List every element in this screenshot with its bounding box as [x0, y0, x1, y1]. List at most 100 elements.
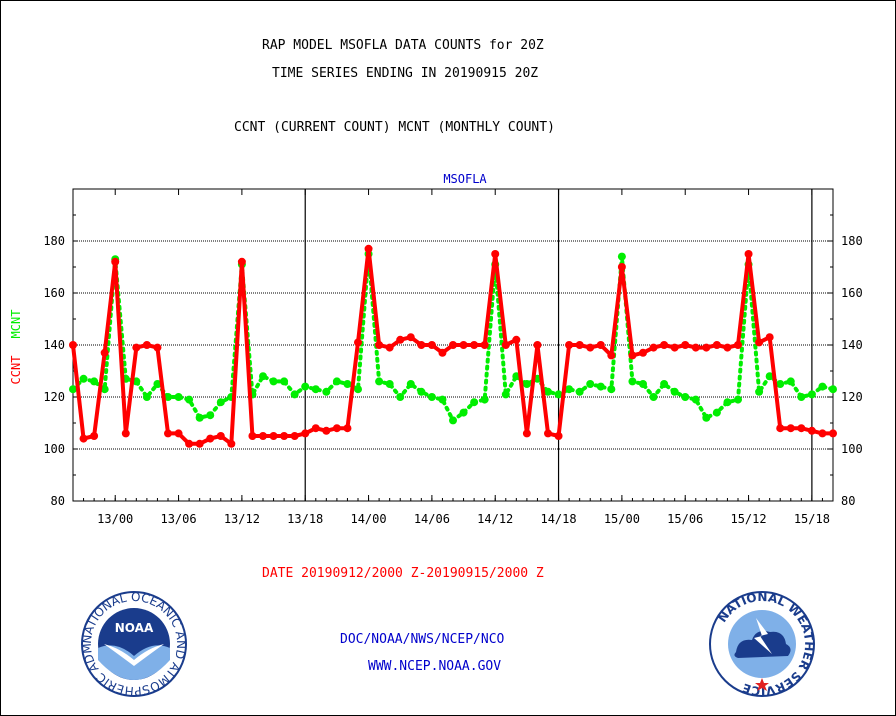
data-point-ccnt	[670, 343, 679, 352]
data-point-mcnt	[375, 377, 384, 386]
x-tick-label: 13/06	[160, 512, 196, 526]
data-point-mcnt	[406, 380, 415, 388]
data-point-mcnt	[649, 393, 658, 401]
data-point-ccnt	[248, 432, 257, 440]
data-point-mcnt	[586, 380, 595, 388]
data-point-ccnt	[364, 244, 373, 253]
data-point-mcnt	[290, 390, 299, 399]
data-point-ccnt	[396, 335, 405, 344]
data-point-ccnt	[734, 341, 742, 349]
y-tick-label-right: 160	[841, 286, 863, 300]
data-point-mcnt	[142, 393, 151, 401]
data-point-mcnt	[322, 387, 331, 396]
data-point-mcnt	[480, 395, 489, 404]
data-point-mcnt	[660, 380, 669, 388]
data-point-mcnt	[385, 380, 394, 388]
data-point-ccnt	[311, 424, 320, 433]
x-tick-label: 15/06	[667, 512, 703, 526]
data-point-ccnt	[512, 335, 521, 344]
date-range-label: DATE 20190912/2000 Z-20190915/2000 Z	[262, 566, 544, 581]
ylabel-mcnt: MCNT	[9, 310, 23, 339]
data-point-ccnt	[121, 429, 130, 438]
url-label: WWW.NCEP.NOAA.GOV	[368, 659, 502, 674]
data-point-ccnt	[438, 348, 447, 357]
data-point-ccnt	[79, 434, 88, 443]
data-point-ccnt	[628, 351, 637, 360]
x-tick-label: 13/00	[97, 512, 133, 526]
data-point-ccnt	[818, 429, 827, 438]
data-point-ccnt	[480, 341, 489, 349]
y-tick-label-left: 140	[43, 338, 65, 352]
data-point-mcnt	[829, 385, 837, 394]
data-point-ccnt	[322, 426, 331, 435]
data-point-ccnt	[586, 343, 595, 352]
data-point-ccnt	[522, 429, 531, 438]
data-point-ccnt	[544, 429, 552, 438]
data-point-mcnt	[681, 393, 690, 401]
data-point-mcnt	[670, 387, 679, 396]
data-point-ccnt	[596, 341, 605, 349]
nws-logo: NATIONAL WEATHER SERVICE	[709, 590, 816, 698]
data-point-mcnt	[185, 395, 194, 404]
data-point-ccnt	[269, 432, 278, 440]
data-point-mcnt	[90, 377, 99, 386]
data-point-ccnt	[639, 348, 647, 357]
data-point-ccnt	[797, 424, 806, 433]
y-tick-label-left: 120	[43, 390, 65, 404]
data-point-mcnt	[723, 398, 732, 407]
data-point-mcnt	[164, 393, 172, 401]
data-point-mcnt	[259, 372, 267, 381]
data-point-ccnt	[501, 341, 510, 349]
data-point-mcnt	[343, 380, 352, 388]
data-point-ccnt	[280, 432, 289, 440]
org-label: DOC/NOAA/NWS/NCEP/NCO	[340, 632, 505, 647]
data-point-mcnt	[79, 374, 88, 383]
data-point-ccnt	[111, 257, 120, 266]
data-point-ccnt	[385, 343, 394, 352]
data-point-ccnt	[649, 343, 658, 352]
chart-title-line2: TIME SERIES ENDING IN 20190915 20Z	[272, 66, 539, 81]
data-point-mcnt	[702, 413, 711, 422]
data-point-ccnt	[237, 257, 246, 266]
x-tick-label: 15/12	[730, 512, 766, 526]
data-point-mcnt	[522, 380, 531, 388]
data-point-mcnt	[596, 382, 605, 391]
data-point-mcnt	[100, 385, 109, 394]
data-point-mcnt	[607, 385, 616, 394]
data-point-ccnt	[100, 348, 109, 357]
data-point-ccnt	[406, 333, 415, 342]
data-point-mcnt	[427, 393, 436, 401]
data-point-mcnt	[69, 385, 77, 394]
data-point-ccnt	[660, 341, 669, 349]
x-tick-label: 14/18	[540, 512, 576, 526]
data-point-mcnt	[575, 387, 584, 396]
data-point-mcnt	[417, 387, 426, 396]
data-point-mcnt	[470, 398, 479, 407]
data-point-mcnt	[311, 385, 320, 394]
x-tick-label: 15/00	[604, 512, 640, 526]
data-point-ccnt	[427, 341, 436, 349]
data-point-ccnt	[375, 341, 384, 349]
data-point-mcnt	[396, 393, 405, 401]
data-point-mcnt	[807, 390, 816, 399]
data-point-mcnt	[501, 390, 510, 399]
data-point-ccnt	[829, 429, 837, 438]
ylabel-ccnt: CCNT	[9, 356, 23, 385]
data-point-mcnt	[797, 393, 806, 401]
data-point-mcnt	[280, 377, 289, 386]
data-point-ccnt	[786, 424, 795, 433]
data-point-mcnt	[554, 390, 563, 399]
y-tick-label-right: 80	[841, 494, 855, 508]
x-tick-label: 14/00	[350, 512, 386, 526]
data-point-mcnt	[269, 377, 278, 386]
noaa-logo: NATIONAL OCEANIC AND ATMOSPHERIC ADMINIS…	[80, 590, 188, 698]
data-point-ccnt	[153, 343, 162, 352]
data-point-mcnt	[459, 408, 468, 417]
data-point-ccnt	[142, 341, 151, 349]
data-point-ccnt	[259, 432, 267, 440]
data-point-ccnt	[90, 432, 99, 440]
x-tick-label: 14/12	[477, 512, 513, 526]
data-point-mcnt	[818, 382, 827, 391]
data-point-ccnt	[723, 343, 732, 352]
